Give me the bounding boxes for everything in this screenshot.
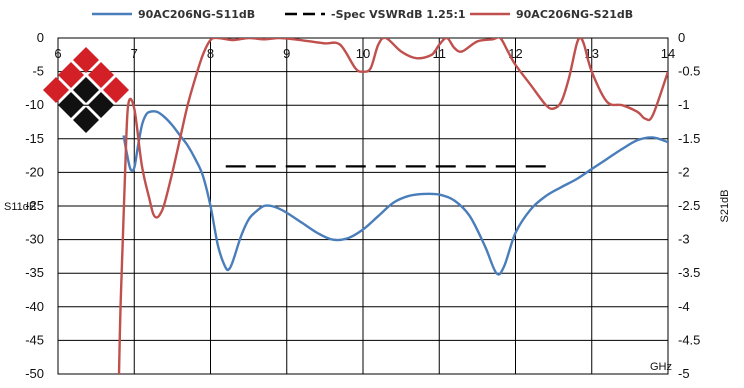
x-tick-label: 9 xyxy=(283,46,290,61)
logo-diamond xyxy=(103,77,129,103)
logo-diamond xyxy=(58,92,84,118)
y2-tick-label: -1.5 xyxy=(678,131,700,146)
logo-diamond xyxy=(73,47,99,73)
axes: 6 7 8 9 10 11 12 13 140 0-5 -0.5-10 -1-15 -1.5-20 -2-… xyxy=(4,30,731,381)
y2-tick-label: -2.5 xyxy=(678,198,700,213)
series-line-s21 xyxy=(117,38,668,374)
grid xyxy=(57,37,669,375)
logo-diamond xyxy=(58,62,84,88)
y-tick-label: 0 xyxy=(37,30,44,45)
y-tick-label: -25 xyxy=(25,198,44,213)
legend: 90AC206NG-S11dB -Spec VSWRdB 1.25:1 90AC20… xyxy=(92,8,633,21)
y-tick-label: -45 xyxy=(25,332,44,347)
y-tick-label: -35 xyxy=(25,265,44,280)
logo-diamond xyxy=(73,107,99,133)
x-tick-label: 6 xyxy=(54,46,61,61)
x-tick-label: 8 xyxy=(207,46,214,61)
y2-tick-label: -3.5 xyxy=(678,265,700,280)
series-layer xyxy=(117,38,668,374)
logo-diamond xyxy=(88,62,114,88)
y2-tick-label: 0 xyxy=(678,30,685,45)
y2-tick-label: -4.5 xyxy=(678,332,700,347)
logo-diamond xyxy=(73,77,99,103)
x-axis-title: GHz xyxy=(650,361,672,373)
y-tick-label: -50 xyxy=(25,366,44,381)
y-tick-label: -10 xyxy=(25,97,44,112)
y-tick-label: -20 xyxy=(25,164,44,179)
x-tick-label: 10 xyxy=(356,46,370,61)
x-tick-label: 7 xyxy=(131,46,138,61)
legend-label: 90AC206NG-S21dB xyxy=(516,8,633,21)
y2-tick-label: -0.5 xyxy=(678,64,700,79)
y2-axis-title: S21dB xyxy=(719,189,731,222)
y-axis-title: S11dB xyxy=(4,201,36,213)
series-line-s11 xyxy=(122,110,668,276)
y2-tick-label: -3 xyxy=(678,232,690,247)
y2-tick-label: -4 xyxy=(678,299,690,314)
y2-tick-label: -5 xyxy=(678,366,690,381)
y-tick-label: -15 xyxy=(25,131,44,146)
legend-label: 90AC206NG-S11dB xyxy=(138,8,255,21)
y-tick-label: -40 xyxy=(25,299,44,314)
y2-tick-label: -1 xyxy=(678,97,690,112)
y-tick-label: -5 xyxy=(32,64,44,79)
y-tick-label: -30 xyxy=(25,232,44,247)
logo-diamond xyxy=(88,92,114,118)
logo-diamond xyxy=(43,77,69,103)
company-logo xyxy=(43,47,129,133)
y2-tick-label: -2 xyxy=(678,164,690,179)
legend-label: -Spec VSWRdB 1.25:1 xyxy=(331,8,466,21)
x-tick-label: 14 xyxy=(661,46,675,61)
